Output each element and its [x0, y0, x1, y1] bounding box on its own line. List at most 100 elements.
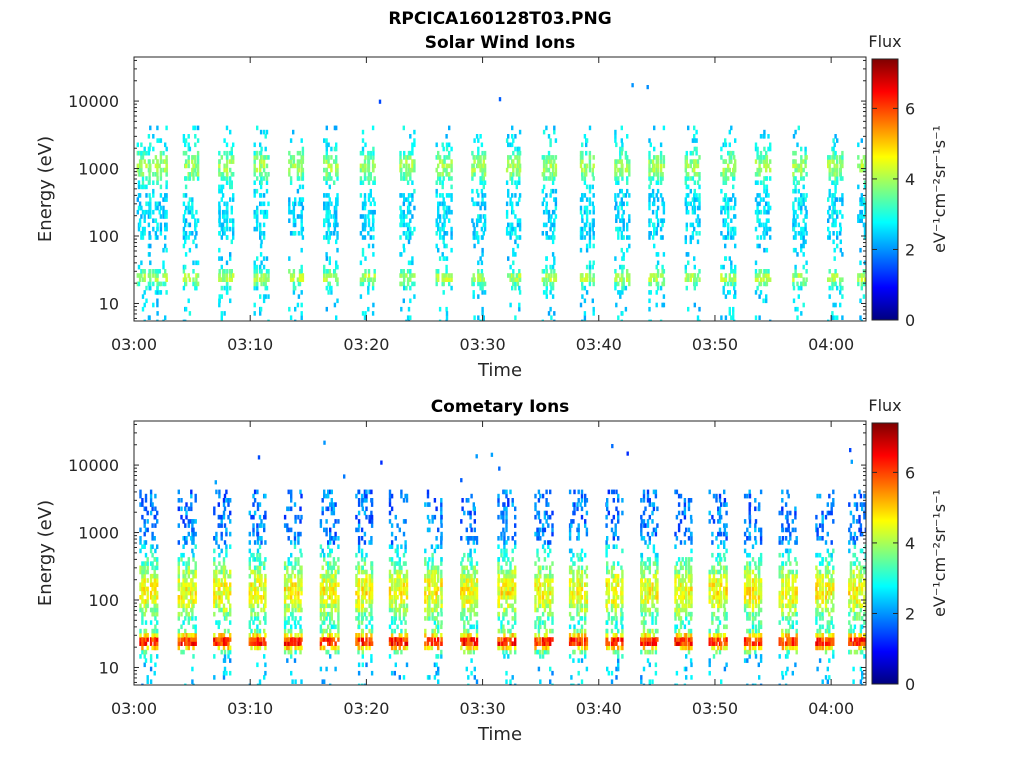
spectrogram-cell: [693, 226, 696, 232]
spectrogram-cell: [730, 277, 733, 282]
spectrogram-cell: [359, 176, 363, 181]
spectrogram-cell: [759, 269, 763, 274]
spectrogram-cell: [368, 620, 371, 625]
spectrogram-cell: [330, 506, 333, 512]
spectrogram-cell: [792, 214, 796, 219]
spectrogram-cell: [720, 264, 723, 270]
spectrogram-cell: [252, 502, 255, 507]
spectrogram-cell: [253, 209, 256, 215]
spectrogram-cell: [154, 616, 157, 621]
spectrogram-cell: [184, 281, 188, 287]
spectrogram-cell: [152, 134, 155, 139]
spectrogram-cell: [259, 180, 262, 185]
spectrogram-cell: [547, 176, 551, 181]
spectrogram-cell: [754, 172, 758, 177]
spectrogram-cell: [730, 205, 733, 211]
spectrogram-cell: [164, 159, 167, 164]
spectrogram-cell: [296, 277, 300, 282]
spectrogram-cell: [460, 586, 463, 592]
spectrogram-cell: [396, 578, 399, 583]
spectrogram-cell: [836, 209, 839, 215]
spectrogram-cell: [722, 277, 725, 282]
spectrogram-cell: [300, 209, 303, 215]
spectrogram-cell: [255, 188, 259, 194]
spectrogram-cell: [332, 603, 336, 609]
spectrogram-cell: [440, 637, 443, 642]
spectrogram-cell: [330, 637, 333, 642]
spectrogram-cell: [689, 159, 692, 164]
spectrogram-cell: [294, 285, 297, 291]
spectrogram-cell: [140, 155, 143, 160]
spectrogram-cell: [147, 150, 151, 156]
spectrogram-cell: [264, 586, 267, 592]
spectrogram-cell: [139, 536, 142, 541]
spectrogram-cell: [156, 578, 159, 583]
spectrogram-cell: [195, 277, 198, 282]
spectrogram-cell: [256, 578, 260, 583]
spectrogram-cell: [287, 586, 290, 592]
spectrogram-cell: [367, 214, 370, 219]
spectrogram-cell: [144, 493, 148, 499]
spectrogram-cell: [363, 531, 367, 537]
spectrogram-cell: [802, 226, 805, 232]
spectrogram-cell: [182, 569, 185, 575]
spectrogram-cell: [509, 226, 512, 232]
spectrogram-cell: [148, 172, 151, 177]
spectrogram-cell: [482, 201, 485, 207]
spectrogram-cell: [585, 209, 589, 215]
spectrogram-cell: [298, 269, 302, 274]
spectrogram-cell: [411, 163, 414, 169]
spectrogram-cell: [184, 231, 188, 236]
spectrogram-cell: [839, 159, 842, 164]
spectrogram-cell: [154, 573, 157, 579]
spectrogram-cell: [337, 607, 340, 613]
spectrogram-cell: [797, 285, 800, 291]
spectrogram-cell: [831, 197, 834, 202]
spectrogram-cell: [223, 493, 227, 499]
spectrogram-cell: [368, 611, 371, 617]
spectrogram-cell: [361, 214, 365, 219]
spectrogram-cell: [547, 159, 551, 164]
spectrogram-cell: [259, 167, 262, 173]
spectrogram-cell: [330, 167, 333, 173]
spectrogram-cell: [720, 277, 723, 282]
spectrogram-cell: [325, 138, 328, 143]
spectrogram-cell: [698, 193, 701, 198]
spectrogram-cell: [802, 243, 805, 249]
spectrogram-cell: [227, 649, 230, 655]
spectrogram-cell: [194, 628, 197, 634]
spectrogram-cell: [139, 641, 142, 646]
spectrogram-cell: [390, 540, 394, 545]
spectrogram-cell: [325, 252, 328, 257]
spectrogram-cell: [229, 607, 232, 613]
spectrogram-cell: [860, 193, 863, 198]
spectrogram-cell: [553, 172, 556, 177]
spectrogram-cell: [437, 624, 440, 630]
spectrogram-cell: [471, 150, 474, 156]
spectrogram-cell: [722, 235, 725, 240]
spectrogram-cell: [863, 231, 866, 236]
spectrogram-cell: [265, 188, 269, 194]
spectrogram-cell: [184, 176, 188, 181]
spectrogram-cell: [327, 595, 330, 600]
spectrogram-cell: [841, 155, 844, 160]
spectrogram-cell: [685, 172, 688, 177]
spectrogram-cell: [695, 281, 698, 287]
spectrogram-cell: [191, 666, 194, 672]
spectrogram-cell: [252, 633, 255, 638]
spectrogram-cell: [402, 561, 406, 566]
spectrogram-cell: [357, 595, 360, 600]
spectrogram-cell: [182, 633, 185, 638]
spectrogram-cell: [424, 595, 427, 600]
spectrogram-cell: [229, 285, 232, 291]
spectrogram-cell: [229, 197, 232, 202]
spectrogram-cell: [329, 603, 332, 609]
spectrogram-cell: [834, 184, 837, 190]
spectrogram-cell: [361, 578, 364, 583]
spectrogram-cell: [327, 214, 330, 219]
spectrogram-cell: [730, 125, 733, 131]
spectrogram-cell: [648, 176, 651, 181]
spectrogram-cell: [294, 599, 297, 604]
spectrogram-cell: [507, 222, 510, 228]
spectrogram-cell: [332, 620, 336, 625]
